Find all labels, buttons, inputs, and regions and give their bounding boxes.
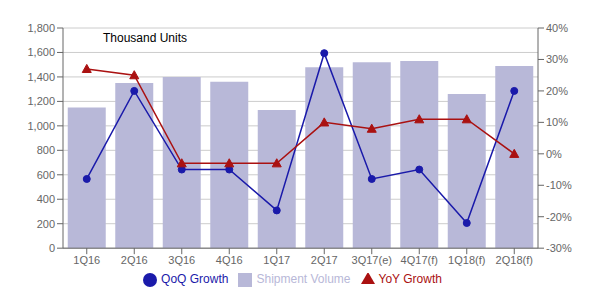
svg-text:600: 600 [37, 169, 55, 181]
svg-text:-10%: -10% [546, 179, 572, 191]
svg-text:1Q18(f): 1Q18(f) [448, 254, 485, 266]
svg-text:3Q17(e): 3Q17(e) [352, 254, 392, 266]
svg-text:10%: 10% [546, 116, 568, 128]
svg-text:2Q18(f): 2Q18(f) [496, 254, 533, 266]
svg-text:1Q17: 1Q17 [263, 254, 290, 266]
svg-text:-20%: -20% [546, 211, 572, 223]
svg-text:4Q16: 4Q16 [216, 254, 243, 266]
html-text:YoY Growth: YoY Growth [378, 272, 442, 287]
svg-text:2Q17: 2Q17 [311, 254, 338, 266]
svg-text:4Q17(f): 4Q17(f) [401, 254, 438, 266]
svg-text:-30%: -30% [546, 242, 572, 254]
svg-text:3Q16: 3Q16 [168, 254, 195, 266]
svg-text:40%: 40% [546, 22, 568, 34]
svg-text:2Q16: 2Q16 [121, 254, 148, 266]
svg-text:1,200: 1,200 [27, 95, 55, 107]
svg-text:200: 200 [37, 218, 55, 230]
svg-text:0%: 0% [546, 148, 562, 160]
svg-text:1,600: 1,600 [27, 46, 55, 58]
svg-text:0: 0 [49, 242, 55, 254]
svg-text:30%: 30% [546, 53, 568, 65]
svg-text:1,000: 1,000 [27, 120, 55, 132]
html-text:Shipment Volume: Shipment Volume [256, 272, 351, 287]
html-text:Thousand Units: Thousand Units [103, 31, 187, 45]
svg-text:1,800: 1,800 [27, 22, 55, 34]
svg-text:800: 800 [37, 144, 55, 156]
svg-text:20%: 20% [546, 85, 568, 97]
html-text:QoQ Growth: QoQ Growth [161, 272, 229, 287]
svg-text:400: 400 [37, 193, 55, 205]
svg-text:1,400: 1,400 [27, 71, 55, 83]
svg-text:1Q16: 1Q16 [73, 254, 100, 266]
